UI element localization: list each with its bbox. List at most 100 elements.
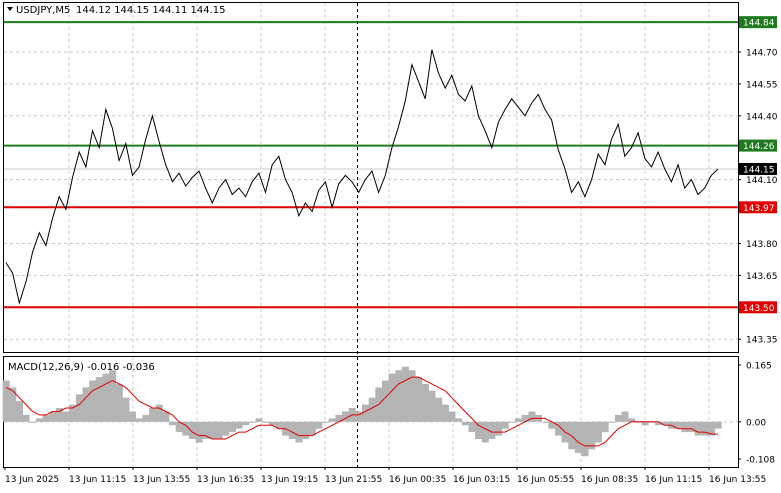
macd-histogram-bar [621, 411, 629, 422]
macd-histogram-bar [342, 411, 349, 422]
macd-histogram-bar [135, 418, 143, 422]
macd-histogram-bar [641, 421, 649, 426]
macd-histogram-bar [295, 421, 303, 443]
macd-histogram-bar [62, 411, 70, 422]
time-tick-label: 13 Jun 19:15 [261, 475, 318, 485]
chevron-down-icon[interactable] [7, 7, 13, 11]
macd-histogram-bar [401, 366, 409, 422]
macd-histogram-bar [215, 421, 223, 439]
current-price-label: 144.15 [743, 165, 775, 175]
macd-histogram-bar [428, 390, 436, 422]
macd-histogram-bar [122, 397, 130, 422]
chart-header: USDJPY,M5 144.12 144.15 144.11 144.15 [7, 5, 226, 16]
macd-tick-label: -0.108 [746, 456, 775, 466]
macd-histogram-bar [255, 418, 263, 422]
macd-histogram-bar [82, 387, 90, 422]
macd-histogram-bar [328, 418, 336, 422]
macd-histogram-bar [395, 370, 403, 422]
macd-histogram-bar [688, 421, 696, 433]
price-axis: 144.70 144.55 144.40 144.10 143.80 143.65 143.… [738, 48, 778, 466]
macd-histogram-bar [581, 421, 589, 457]
macd-histogram-bar [475, 421, 483, 439]
macd-histogram-bar [528, 411, 536, 422]
resistance-level-label: 144.26 [743, 142, 775, 152]
macd-histogram-bar [614, 414, 622, 422]
macd-histogram-bar [275, 421, 283, 429]
macd-signal-line [5, 376, 719, 447]
time-tick-label: 13 Jun 13:55 [133, 475, 190, 485]
macd-histogram-bar [601, 421, 609, 433]
time-tick-label: 16 Jun 00:35 [389, 475, 446, 485]
macd-histogram-bar [109, 370, 117, 422]
macd-histogram-bar [441, 404, 449, 422]
macd-histogram-bar [521, 414, 529, 422]
macd-histogram-bar [674, 421, 682, 429]
time-tick-label: 16 Jun 13:55 [709, 475, 766, 485]
macd-histogram-bar [129, 411, 137, 422]
support-level-tag [739, 301, 777, 314]
macd-histogram-bar [9, 387, 17, 422]
macd-histogram-bar [515, 418, 522, 422]
macd-histogram-bar [608, 421, 616, 423]
macd-tick-label: 0.00 [746, 418, 766, 428]
macd-histogram-bar [155, 404, 163, 422]
macd-histogram-bar [541, 421, 549, 423]
price-line [5, 49, 719, 306]
macd-histogram-bar [288, 421, 296, 439]
time-tick-label: 13 Jun 2025 [5, 475, 59, 485]
macd-tick-label: 0.165 [746, 362, 772, 372]
time-axis: 13 Jun 2025 13 Jun 11:15 13 Jun 13:55 13 Ju… [4, 467, 766, 485]
macd-histogram-bar [388, 373, 396, 422]
price-tick-label: 144.10 [746, 176, 778, 186]
macd-histogram-bar [681, 421, 689, 433]
macd-histogram-bar [228, 421, 236, 433]
macd-histogram-bar [382, 380, 389, 422]
macd-histogram-bar [29, 421, 37, 423]
macd-histogram-bar [175, 421, 183, 433]
macd-histogram-bar [169, 421, 176, 426]
macd-histogram-bar [461, 421, 469, 426]
macd-histogram-bar [714, 421, 722, 429]
price-tick-label: 143.35 [746, 336, 778, 346]
macd-histogram-bar [495, 421, 503, 436]
price-line-group [5, 49, 719, 306]
symbol-label: USDJPY,M5 [16, 5, 70, 16]
resistance-level-tag [739, 16, 777, 29]
macd-histogram-bar [421, 383, 429, 422]
macd-histogram-bar [701, 421, 709, 436]
macd-histogram-bar [195, 421, 203, 443]
macd-histogram-bar [574, 421, 582, 453]
time-tick-label: 16 Jun 08:35 [581, 475, 638, 485]
macd-histogram-bar [242, 421, 250, 426]
time-tick-label: 13 Jun 21:55 [325, 475, 382, 485]
macd-histogram-bar [654, 421, 662, 426]
macd-histogram-bar [362, 404, 369, 422]
macd-histogram-bar [209, 421, 216, 439]
macd-histogram-bar [142, 414, 150, 422]
macd-histogram-bar [455, 418, 463, 422]
macd-histogram-bar [628, 418, 636, 422]
macd-histogram-bar [42, 414, 50, 422]
macd-histogram-bar [22, 414, 30, 422]
macd-histogram-bar [49, 411, 57, 422]
macd-histogram-bar [162, 411, 170, 422]
macd-label: MACD(12,26,9) -0.016 -0.036 [8, 362, 155, 373]
macd-histogram-bar [268, 421, 276, 426]
macd-histogram-bar [694, 421, 702, 436]
macd-histogram-bar [415, 377, 423, 422]
macd-histogram-bar [315, 421, 323, 429]
macd-histogram-bar [69, 404, 77, 422]
price-tick-label: 143.65 [746, 272, 778, 282]
price-tick-label: 144.55 [746, 80, 778, 90]
macd-histogram-bar [202, 421, 210, 439]
support-level-tag [739, 201, 777, 214]
macd-histogram-bar [308, 421, 316, 436]
resistance-level-label: 144.84 [743, 19, 775, 29]
price-tick-label: 144.70 [746, 48, 778, 58]
macd-histogram-bar [102, 373, 110, 422]
macd-histogram-bar [481, 421, 489, 443]
ohlc-values: 144.12 144.15 144.11 144.15 [76, 5, 226, 16]
macd-histogram-bar [448, 411, 456, 422]
